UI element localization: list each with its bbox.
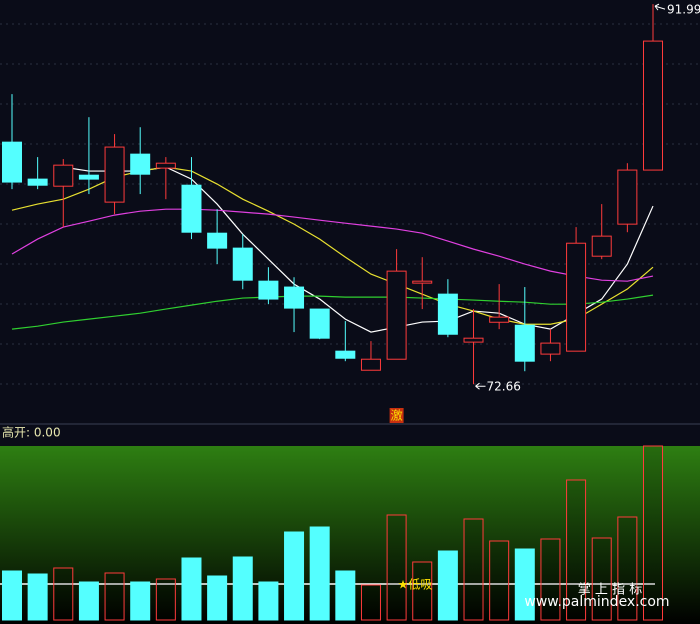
indicator-bar (437, 550, 458, 621)
indicator-bar (104, 572, 125, 621)
indicator-bar (386, 514, 407, 621)
candle-body (232, 247, 253, 281)
candle-body (78, 174, 99, 180)
candle-body (104, 146, 125, 203)
candle-body (617, 169, 638, 225)
candle-body (463, 337, 484, 343)
candle-body (566, 242, 587, 352)
indicator-bar (514, 548, 535, 621)
indicator-bar (360, 584, 381, 621)
indicator-header (0, 424, 700, 446)
indicator-bar (78, 581, 99, 621)
low-arrow (475, 382, 486, 390)
candle-body (335, 350, 356, 359)
ma-line (11, 294, 654, 330)
candle-body (591, 235, 612, 257)
candle-body (360, 358, 381, 371)
candle-body (514, 324, 535, 362)
indicator-bar (232, 556, 253, 621)
indicator-bar (335, 570, 356, 621)
indicator-bar (566, 479, 587, 621)
indicator-bar (207, 575, 228, 621)
indicator-bar (53, 567, 74, 621)
candle-body (2, 141, 22, 183)
indicator-bar (412, 561, 433, 621)
low-label: 72.66 (487, 380, 521, 394)
candle-body (207, 232, 228, 249)
candle-body (386, 270, 407, 360)
watermark-url: www.palmindex.com (524, 594, 669, 610)
indicator-bar (27, 573, 48, 621)
price-grid (0, 0, 700, 424)
candle-body (412, 280, 433, 284)
indicator-bar (130, 581, 151, 621)
candle-body (284, 286, 305, 309)
candle-body (258, 280, 279, 300)
indicator-bar (155, 578, 176, 621)
high-label: 91.99 (667, 3, 700, 17)
indicator-bar (2, 570, 22, 621)
candle-body (155, 162, 176, 169)
candle-body (437, 293, 458, 335)
signal-box (389, 408, 404, 423)
signal-text: 激 (391, 409, 403, 423)
candle-body (181, 184, 202, 233)
candle-body (643, 40, 663, 171)
indicator-bar (309, 526, 330, 621)
indicator-signal: ★低吸 (398, 578, 433, 592)
indicator-bar (540, 538, 561, 621)
ma-line (11, 208, 654, 282)
indicator-bar (284, 531, 305, 621)
indicator-bar (181, 557, 202, 621)
candle-body (309, 308, 330, 339)
candle-body (130, 153, 151, 175)
candle-body (53, 164, 74, 187)
high-arrow (654, 3, 666, 11)
candle-body (27, 178, 48, 186)
candle-body (540, 342, 561, 355)
indicator-bar (489, 540, 510, 621)
indicator-label: 高开: 0.00 (2, 425, 61, 440)
watermark-title: 掌 上 指 标 (578, 583, 642, 598)
indicator-bar (643, 445, 663, 621)
indicator-bar (617, 516, 638, 621)
indicator-bar (591, 537, 612, 621)
indicator-bar (463, 518, 484, 621)
indicator-bar (258, 581, 279, 621)
candle-body (489, 316, 510, 323)
